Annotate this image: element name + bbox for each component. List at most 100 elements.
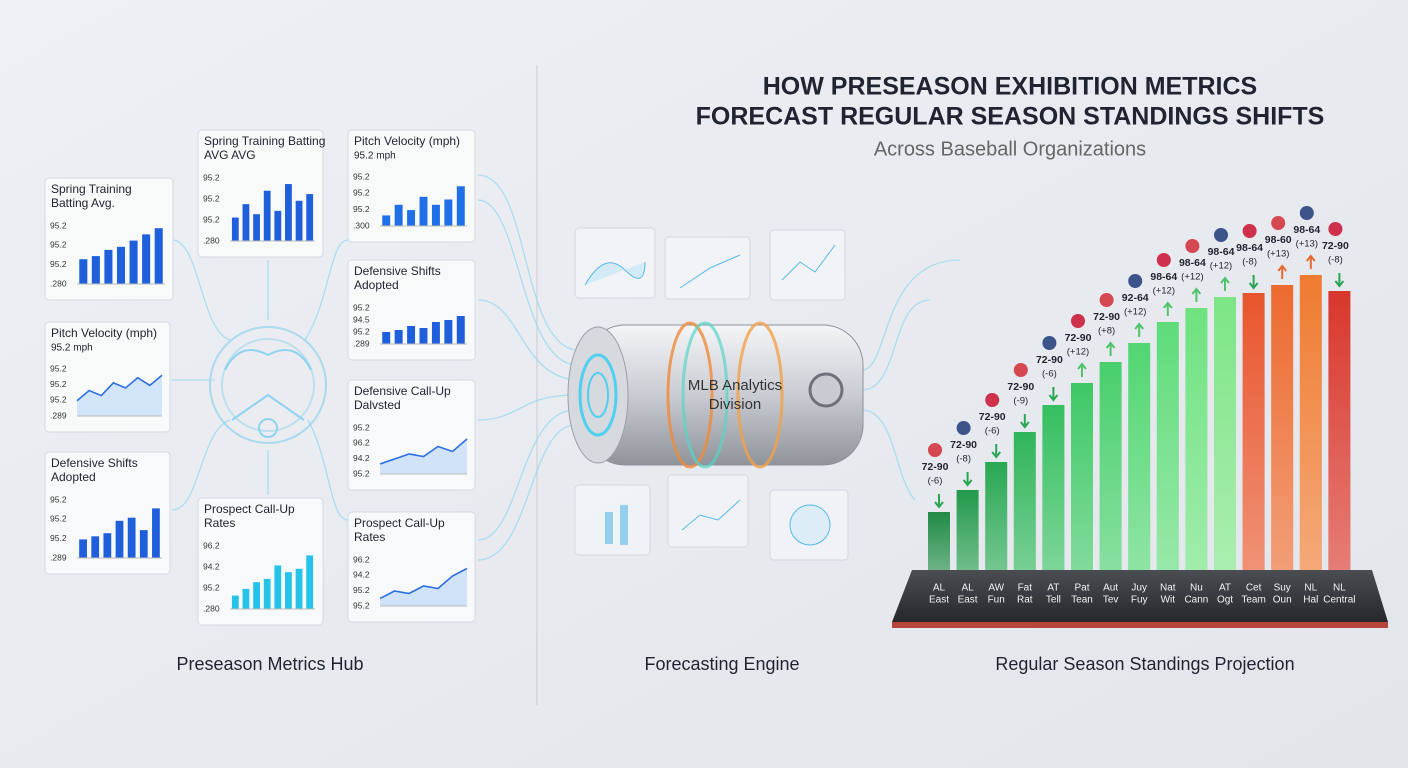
delta-label: (-6): [928, 476, 943, 487]
bar-sheen: [1328, 291, 1351, 570]
bar-sheen: [1156, 322, 1179, 570]
trend-arrow: [1220, 276, 1230, 291]
mini-bar: [382, 215, 391, 226]
card-tick-label: 95.2: [50, 379, 67, 389]
team-label: Nu: [1190, 583, 1203, 594]
card-tick-label: 95.2: [353, 188, 370, 198]
mini-bar: [231, 595, 239, 609]
card-subtitle: 95.2 mph: [51, 343, 93, 354]
mini-bar: [394, 330, 403, 344]
bar-sheen: [1042, 405, 1065, 570]
delta-label: (+12): [1124, 307, 1146, 318]
mini-bar: [139, 530, 148, 558]
mini-bar: [306, 194, 314, 241]
team-label: Fat: [1018, 583, 1033, 594]
team-label: AT: [1219, 583, 1231, 594]
trend-arrow: [1334, 273, 1345, 288]
mini-bar: [231, 217, 239, 241]
mini-bar: [306, 555, 314, 609]
team-label: East: [929, 595, 949, 606]
card-title: Dalvsted: [354, 398, 401, 412]
team-label: Cann: [1184, 595, 1208, 606]
card-title: Spring Training: [51, 182, 132, 196]
bar-sheen: [1099, 362, 1122, 570]
delta-label: (-6): [1042, 369, 1057, 380]
mini-bar: [79, 259, 88, 284]
team-label: AL: [961, 583, 974, 594]
mini-bar: [253, 214, 260, 241]
card-subtitle: 95.2 mph: [354, 151, 396, 162]
record-label: 72-90: [1007, 381, 1034, 393]
team-label: Ogt: [1217, 595, 1233, 606]
connectors: [171, 174, 961, 561]
mini-bar: [274, 210, 282, 241]
card-tick-label: .289: [50, 410, 67, 420]
team-logo: [1071, 314, 1085, 328]
team-logo: [1242, 224, 1257, 238]
card-tick-label: 95.2: [203, 214, 220, 224]
mini-bar: [152, 508, 160, 558]
section-label: Forecasting Engine: [644, 654, 799, 674]
trend-arrow: [962, 472, 973, 487]
mini-area: [77, 375, 162, 416]
delta-label: (+12): [1181, 272, 1203, 283]
card-tick-label: 95.2: [353, 326, 370, 336]
title-line: HOW PRESEASON EXHIBITION METRICS: [763, 73, 1257, 101]
team-label: Fuy: [1131, 595, 1148, 606]
mini-bar: [142, 234, 151, 284]
engine-device: [567, 321, 864, 469]
metric-card: [347, 259, 476, 361]
device-line: Division: [709, 396, 762, 413]
card-tick-label: 95.2: [353, 585, 370, 595]
team-logo: [1156, 253, 1171, 267]
mini-bar: [407, 210, 416, 226]
team-label: NL: [1333, 583, 1346, 594]
mini-line: [379, 438, 468, 465]
card-tick-label: .280: [203, 603, 220, 613]
delta-label: (-8): [1242, 257, 1257, 268]
mini-area: [380, 568, 467, 606]
mini-bar: [456, 186, 465, 226]
mini-bar: [263, 578, 271, 609]
card-title: Pitch Velocity (mph): [51, 326, 157, 340]
card-title: Adopted: [354, 278, 399, 292]
card-tick-label: 95.2: [203, 582, 220, 592]
delta-label: (-9): [1013, 396, 1028, 407]
mini-bar: [242, 204, 250, 241]
card-tick-label: 95.2: [203, 193, 220, 203]
card-title: Defensive Shifts: [51, 456, 138, 470]
team-logo: [1128, 274, 1143, 288]
record-label: 98-64: [1236, 242, 1263, 254]
trend-arrow: [1191, 287, 1202, 302]
mini-bar: [79, 539, 87, 558]
bar-sheen: [1185, 308, 1208, 570]
mini-bar: [394, 204, 403, 226]
subtitle: Across Baseball Organizations: [874, 138, 1146, 160]
mini-bar: [104, 249, 113, 284]
team-label: Tell: [1046, 595, 1061, 606]
card-tick-label: 95.2: [353, 302, 370, 312]
team-label: Pat: [1074, 583, 1089, 594]
card-tick-label: 95.2: [50, 533, 67, 543]
card-tick-label: 95.2: [50, 220, 67, 230]
engine-panels: [574, 227, 849, 561]
mini-bar: [154, 228, 163, 284]
record-label: 98-64: [1150, 271, 1177, 283]
mini-bar: [274, 565, 282, 609]
card-title: Adopted: [51, 470, 96, 484]
team-logo: [1099, 293, 1114, 307]
card-title: Defensive Shifts: [354, 264, 441, 278]
mini-bar: [295, 200, 303, 241]
team-label: Tev: [1103, 595, 1119, 606]
team-logo: [985, 393, 1000, 407]
delta-label: (+8): [1098, 326, 1115, 337]
trend-arrow: [1306, 254, 1316, 269]
card-title: Prospect Call-Up: [204, 502, 295, 516]
bar-sheen: [1242, 293, 1265, 570]
trend-arrow: [1277, 264, 1287, 279]
metric-card: [44, 177, 174, 301]
card-title: Rates: [204, 516, 235, 530]
team-logo: [956, 421, 971, 435]
mini-bar: [127, 517, 136, 558]
title-line: FORECAST REGULAR SEASON STANDINGS SHIFTS: [696, 103, 1325, 131]
